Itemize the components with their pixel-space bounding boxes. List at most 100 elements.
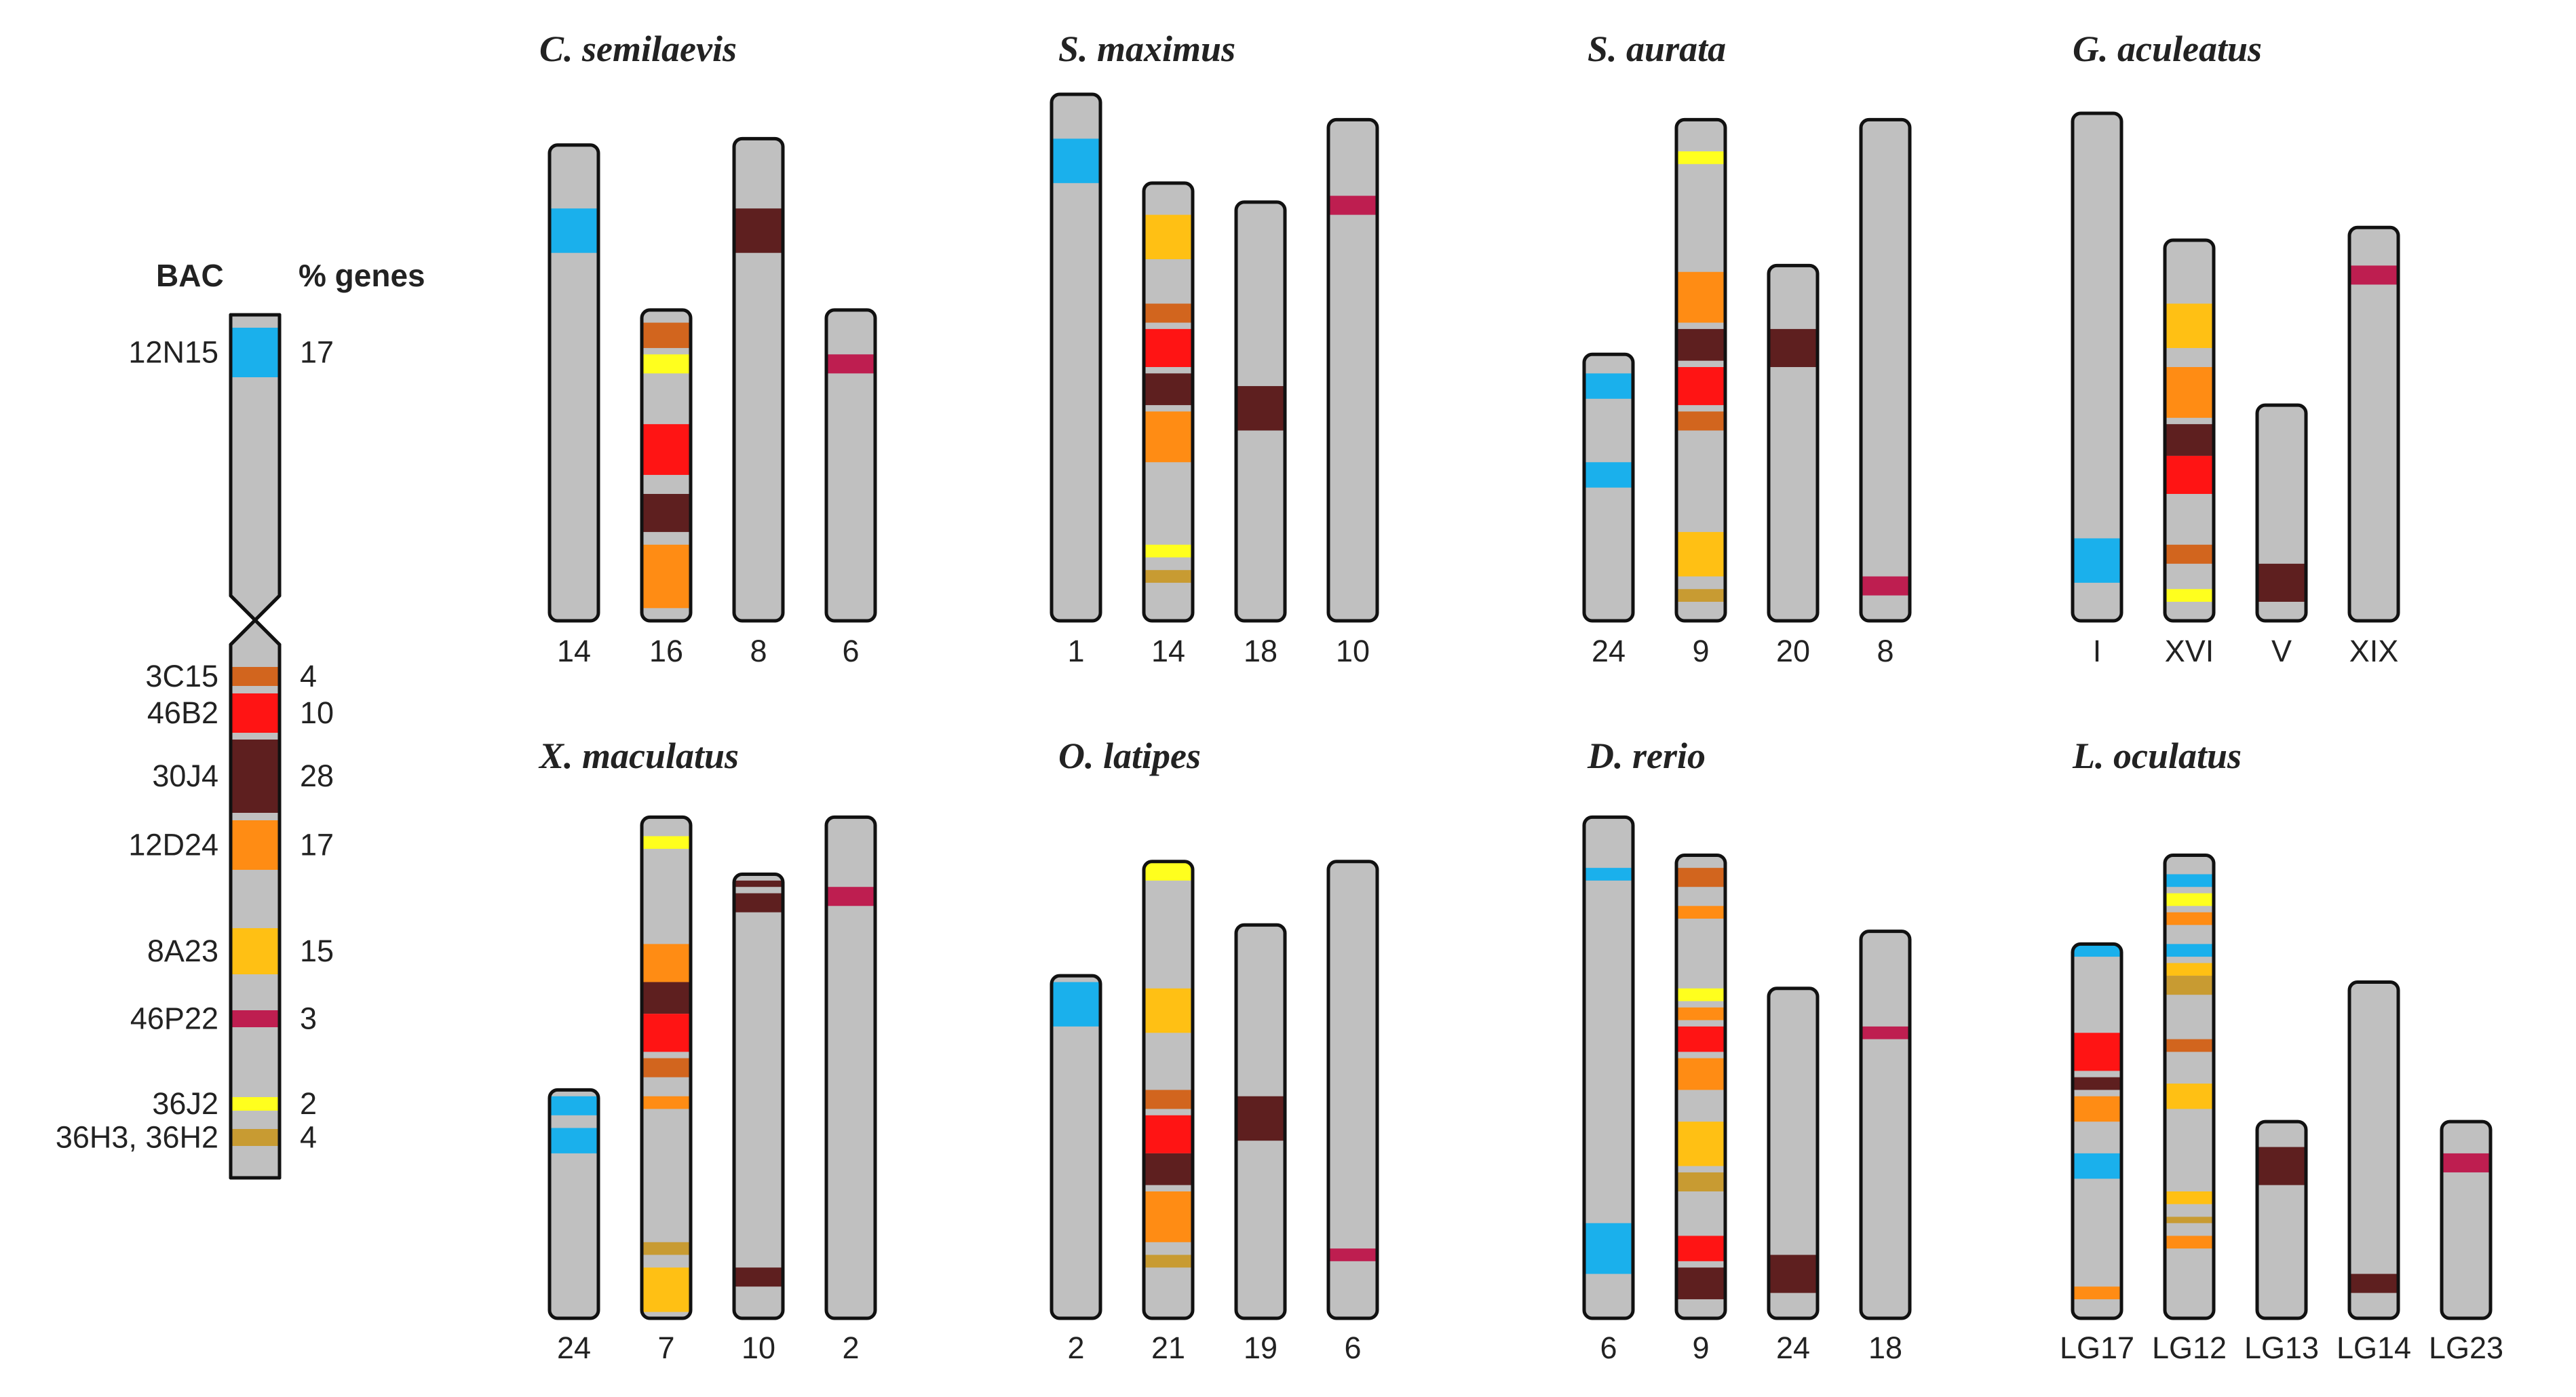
syntenic-band	[1144, 214, 1193, 260]
chromosome-label: LG17	[2060, 1331, 2134, 1365]
chromosome-label: 2	[842, 1331, 859, 1365]
syntenic-band	[550, 1096, 598, 1115]
chromosome: LG17	[2060, 942, 2134, 1365]
chromosome: 18	[1859, 930, 1912, 1365]
legend-bac-label: 12N15	[128, 335, 218, 370]
chromosome-outline	[732, 873, 785, 1320]
chromosome: 9	[1674, 117, 1727, 668]
syntenic-band	[2165, 424, 2214, 456]
legend-header-genes: % genes	[299, 258, 425, 293]
chromosome: V	[2255, 403, 2308, 668]
legend-rows: 12N15 17 3C15 4 46B2 10 30J4 28 12D24 17 8A23 15 46P…	[56, 313, 334, 1180]
syntenic-band	[734, 208, 783, 253]
chromosome-outline	[640, 308, 693, 623]
syntenic-band	[642, 424, 691, 475]
syntenic-band	[734, 880, 783, 887]
chromosome-label: LG23	[2429, 1331, 2503, 1365]
chromosome-outline	[547, 143, 600, 623]
chromosome-outline	[2071, 111, 2123, 623]
legend-header-bac: BAC	[156, 258, 224, 293]
chromosome-label: XIX	[2349, 634, 2399, 668]
syntenic-band	[2165, 1039, 2214, 1052]
syntenic-band	[1676, 1007, 1725, 1020]
chromosome-body	[734, 874, 783, 1318]
syntenic-band	[2442, 1153, 2491, 1172]
chromosome-body	[550, 145, 598, 621]
chromosome: 6	[1582, 815, 1635, 1365]
syntenic-band	[642, 944, 691, 982]
syntenic-band	[550, 1128, 598, 1153]
legend-band-3c15	[231, 667, 280, 686]
chromosome: 8	[732, 136, 785, 668]
syntenic-band	[826, 887, 875, 906]
chromosome-body	[1769, 265, 1818, 621]
chromosome-outline	[1234, 200, 1287, 623]
chromosome: LG12	[2152, 853, 2227, 1365]
chromosome-label: XVI	[2165, 634, 2214, 668]
legend-gene-percent: 10	[300, 695, 334, 730]
syntenic-band	[734, 893, 783, 913]
species-title: S. aurata	[1588, 28, 1726, 69]
chromosome-outline	[1767, 263, 1820, 623]
chromosome-label: 8	[1877, 634, 1893, 668]
syntenic-band	[1676, 532, 1725, 577]
legend-bac-label: 46B2	[147, 695, 218, 730]
syntenic-band	[1144, 1255, 1193, 1268]
syntenic-band	[1676, 1267, 1725, 1299]
chromosome-label: 9	[1692, 1331, 1709, 1365]
syntenic-band	[1236, 1096, 1285, 1141]
chromosome: 6	[1326, 860, 1379, 1365]
syntenic-band	[2165, 455, 2214, 494]
syntenic-band	[2165, 963, 2214, 976]
syntenic-band	[1328, 195, 1377, 215]
chromosome-label: 1	[1067, 634, 1084, 668]
chromosome-label: 20	[1776, 634, 1810, 668]
legend-gene-percent: 17	[300, 828, 334, 862]
syntenic-band	[1769, 1255, 1818, 1293]
chromosome: 24	[1767, 987, 1820, 1365]
syntenic-band	[2349, 265, 2398, 285]
syntenic-band	[2165, 589, 2214, 602]
chromosome-label: 18	[1244, 634, 1277, 668]
syntenic-band	[2165, 1191, 2214, 1204]
legend-gene-percent: 2	[300, 1086, 317, 1121]
chromosome-body	[1861, 119, 1910, 621]
syntenic-band	[1861, 576, 1910, 596]
chromosome-body	[1052, 976, 1100, 1318]
syntenic-band	[826, 354, 875, 374]
species-panel-d-rerio: D. rerio 6 9 24 18	[1582, 735, 1912, 1365]
chromosome: 1	[1050, 92, 1102, 668]
chromosome-outline	[2347, 225, 2400, 623]
syntenic-band	[1676, 1172, 1725, 1191]
chromosome-outline	[2255, 403, 2308, 623]
chromosome: 19	[1234, 923, 1287, 1365]
legend-bac-label: 36J2	[152, 1086, 218, 1121]
syntenic-band	[642, 1242, 691, 1255]
chromosome-outline	[2071, 942, 2123, 1320]
legend-bac-label: 12D24	[128, 828, 218, 862]
legend-gene-percent: 17	[300, 335, 334, 370]
syntenic-band	[2165, 1236, 2214, 1249]
syntenic-band	[1144, 544, 1193, 558]
species-panel-o-latipes: O. latipes 2 21 19 6	[1050, 735, 1379, 1365]
syntenic-band	[642, 354, 691, 374]
chromosome-label: 6	[842, 634, 859, 668]
chromosome-outline	[547, 1088, 600, 1320]
legend-band-30j4	[231, 740, 280, 813]
chromosome: 7	[640, 815, 693, 1365]
syntenic-band	[1584, 868, 1633, 881]
syntenic-band	[2257, 563, 2306, 602]
syntenic-band	[1052, 982, 1100, 1027]
legend-bac-label: 3C15	[145, 659, 218, 693]
chromosome-label: 14	[1151, 634, 1185, 668]
syntenic-band	[1236, 386, 1285, 431]
syntenic-band	[1676, 868, 1725, 887]
chromosome-outline	[1582, 352, 1635, 623]
legend-band-12d24	[231, 820, 280, 870]
syntenic-band	[1676, 367, 1725, 406]
chromosome-outline	[1234, 923, 1287, 1320]
species-title: D. rerio	[1587, 735, 1706, 776]
chromosome: 14	[1142, 181, 1195, 668]
species-title: O. latipes	[1058, 735, 1201, 776]
chromosome-body	[550, 1090, 598, 1318]
